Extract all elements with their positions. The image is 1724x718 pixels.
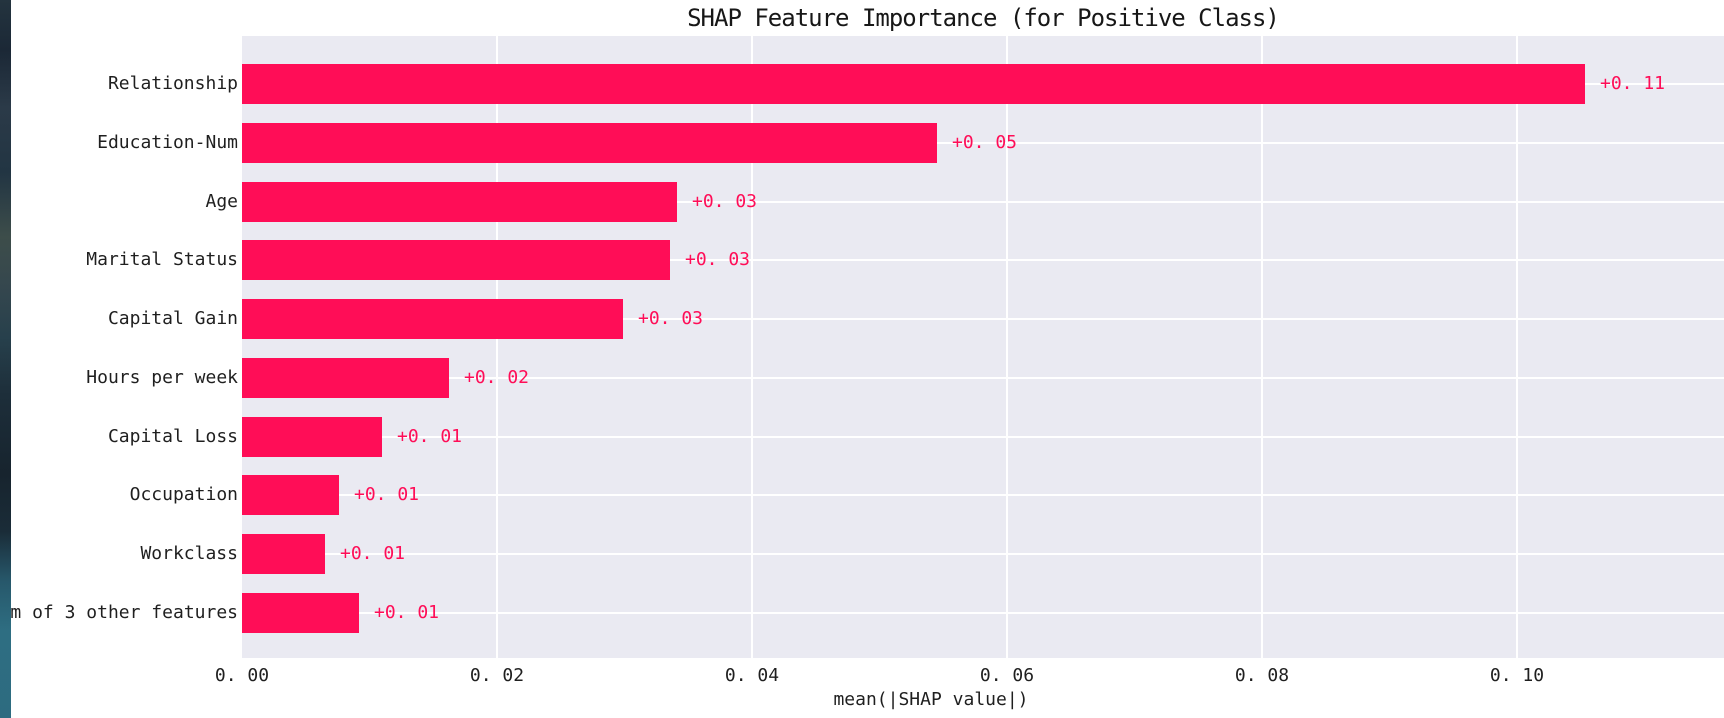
y-axis-category-label: Education-Num [97, 131, 238, 153]
feature-importance-bar [242, 475, 339, 516]
x-gridline [751, 36, 753, 658]
bar-value-label: +0. 05 [952, 131, 1018, 153]
y-gridline [242, 612, 1724, 615]
feature-importance-bar [242, 64, 1585, 104]
bar-value-label: +0. 01 [340, 543, 406, 565]
plot-area: +0. 11 +0. 05 +0. 03 +0. 03 +0. 03 +0. 02 +0. … [242, 36, 1724, 658]
x-axis-tick-label: 0. 00 [214, 665, 270, 686]
y-gridline [242, 435, 1724, 438]
feature-importance-bar [242, 122, 937, 163]
x-axis-tick-label: 0. 02 [469, 665, 525, 686]
y-gridline [242, 494, 1724, 497]
y-gridline [242, 318, 1724, 321]
feature-importance-bar [242, 181, 677, 222]
bar-value-label: +0. 01 [354, 484, 420, 506]
x-gridline [1516, 36, 1518, 658]
feature-importance-bar [242, 593, 359, 634]
y-axis-category-label: Capital Loss [107, 425, 238, 447]
y-axis-category-label: m of 3 other features [10, 602, 238, 624]
chart-title: SHAP Feature Importance (for Positive Cl… [687, 4, 1280, 32]
x-axis-tick-label: 0. 04 [724, 665, 780, 686]
feature-importance-bar [242, 240, 670, 281]
bar-value-label: +0. 11 [1600, 73, 1666, 94]
y-gridline [242, 141, 1724, 144]
y-axis-category-label: Occupation [129, 484, 238, 506]
feature-importance-bar [242, 416, 382, 457]
bar-value-label: +0. 03 [692, 190, 758, 212]
x-gridline [1006, 36, 1008, 658]
feature-importance-bar [242, 534, 325, 575]
y-gridline [242, 376, 1724, 379]
bar-value-label: +0. 03 [638, 308, 704, 330]
x-gridline [496, 36, 498, 658]
bar-value-label: +0. 02 [464, 366, 530, 388]
feature-importance-bar [242, 357, 449, 398]
x-axis-tick-label: 0. 06 [979, 665, 1035, 686]
y-axis-category-label: Age [205, 190, 238, 212]
y-axis-category-label: Marital Status [86, 249, 238, 271]
x-axis-tick-label: 0. 08 [1234, 665, 1290, 686]
y-gridline [242, 200, 1724, 203]
bar-value-label: +0. 01 [397, 425, 463, 447]
y-gridline [242, 553, 1724, 556]
x-axis-title: mean(|SHAP value|) [833, 689, 1029, 710]
feature-importance-bar [242, 299, 623, 340]
y-gridline [242, 259, 1724, 262]
x-gridline [1261, 36, 1263, 658]
bar-value-label: +0. 01 [374, 602, 440, 624]
x-axis-tick-label: 0. 10 [1489, 665, 1545, 686]
y-axis-category-label: Hours per week [86, 366, 238, 388]
y-axis-category-label: Workclass [140, 543, 238, 565]
bar-value-label: +0. 03 [685, 249, 751, 271]
y-axis-category-label: Relationship [107, 73, 238, 94]
y-axis-category-label: Capital Gain [107, 308, 238, 330]
desktop-wallpaper-edge-strip [0, 0, 11, 718]
